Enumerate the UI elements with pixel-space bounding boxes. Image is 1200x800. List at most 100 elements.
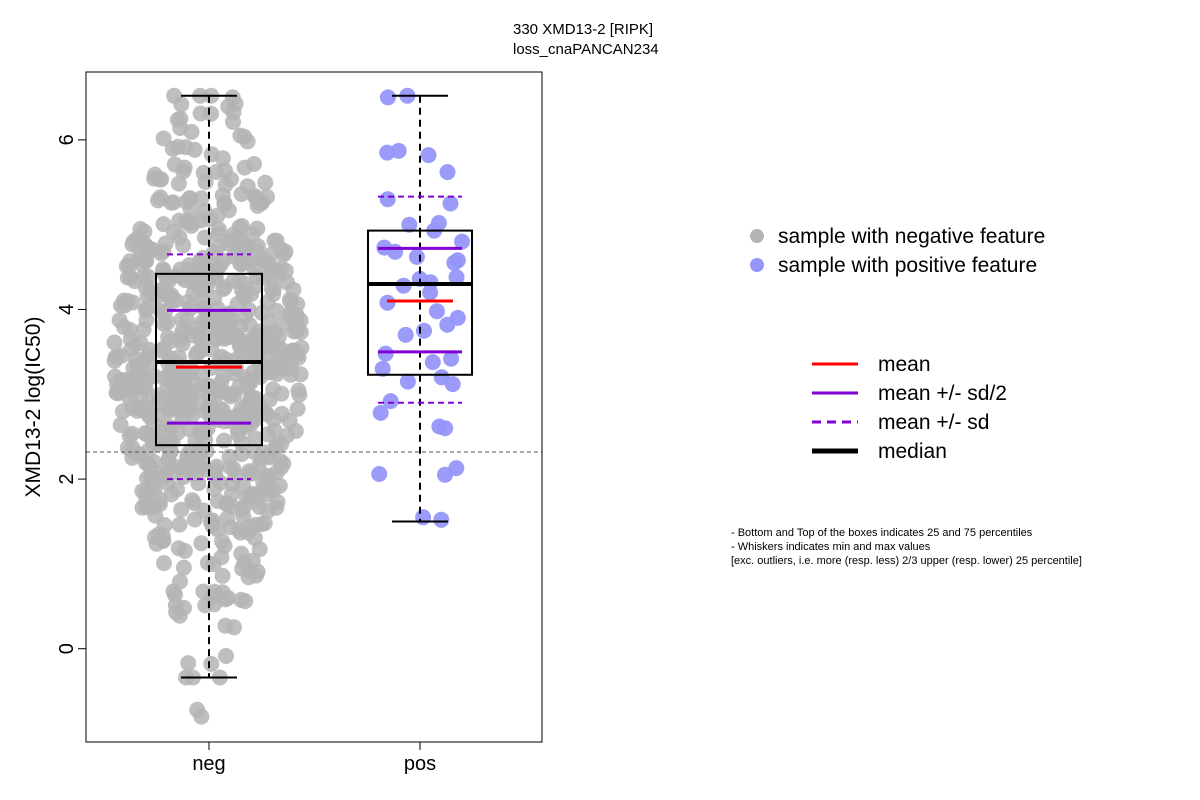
pos-point <box>437 466 453 483</box>
neg-point <box>245 443 262 460</box>
pos-point <box>374 360 391 377</box>
y-axis-label: XMD13-2 log(IC50) <box>22 317 45 498</box>
neg-point <box>137 484 154 501</box>
neg-point <box>176 272 193 288</box>
neg-point <box>182 395 199 412</box>
neg-point <box>138 312 155 328</box>
neg-point <box>202 390 219 407</box>
pos-point <box>442 195 459 212</box>
neg-point <box>192 105 209 122</box>
pos-point <box>415 509 432 526</box>
neg-point <box>155 216 172 233</box>
neg-point <box>232 524 249 541</box>
pos-point <box>401 216 418 233</box>
neg-point <box>179 212 196 229</box>
y-tick-label: 2 <box>56 474 78 485</box>
neg-point <box>230 423 246 440</box>
neg-point <box>172 459 189 475</box>
neg-point <box>187 432 204 449</box>
pos-point <box>377 345 394 362</box>
neg-point <box>224 89 241 106</box>
neg-point <box>153 342 170 359</box>
pos-point <box>379 89 396 106</box>
neg-point <box>170 138 187 155</box>
neg-point <box>122 322 139 339</box>
neg-point <box>220 589 236 606</box>
neg-point <box>233 282 250 299</box>
neg-point <box>226 619 242 636</box>
legend-line-label: mean <box>878 353 931 376</box>
neg-point <box>251 498 268 515</box>
neg-point <box>273 405 290 422</box>
x-tick-label-neg: neg <box>192 753 225 775</box>
neg-point <box>206 289 223 306</box>
neg-point <box>206 596 223 613</box>
pos-point <box>433 511 450 528</box>
neg-point <box>286 314 303 331</box>
neg-point <box>226 386 243 403</box>
pos-point <box>372 404 389 421</box>
pos-point <box>446 254 463 271</box>
neg-point <box>146 368 163 385</box>
neg-point <box>259 486 276 503</box>
x-axis: neg pos <box>192 742 436 775</box>
neg-point <box>218 648 234 664</box>
neg-point <box>214 150 231 167</box>
y-tick-label: 4 <box>56 304 78 315</box>
pos-point <box>454 233 470 250</box>
neg-point <box>239 238 256 255</box>
pos-box <box>367 229 473 376</box>
neg-point <box>153 171 170 188</box>
neg-point <box>184 492 201 509</box>
neg-point <box>139 405 156 422</box>
pos-point <box>448 269 465 286</box>
neg-point <box>165 194 182 211</box>
neg-point <box>119 293 136 309</box>
neg-point <box>175 559 192 576</box>
neg-point <box>203 655 220 672</box>
pos-point <box>424 354 441 371</box>
neg-point <box>202 514 219 531</box>
neg-point <box>155 130 172 147</box>
neg-point <box>238 346 255 363</box>
neg-point <box>268 302 285 319</box>
neg-point <box>289 400 306 417</box>
neg-point <box>156 517 173 533</box>
neg-point <box>183 123 200 140</box>
neg-point <box>285 281 302 298</box>
neg-point <box>214 567 231 584</box>
neg-point <box>216 195 233 211</box>
pos-point <box>408 248 425 265</box>
neg-point <box>156 468 173 485</box>
neg-point <box>237 253 253 270</box>
legend-point-marker <box>750 258 764 272</box>
legend: sample with negative feature sample with … <box>750 225 1045 463</box>
neg-point <box>221 329 238 345</box>
chart-title-line-1: 330 XMD13-2 [RIPK] <box>513 21 653 38</box>
neg-point <box>152 433 169 449</box>
neg-point <box>140 456 157 473</box>
neg-point <box>170 540 187 557</box>
pos-point <box>399 373 416 390</box>
neg-point <box>176 369 193 386</box>
neg-point <box>155 264 171 281</box>
legend-point-label: sample with negative feature <box>778 225 1045 248</box>
neg-point <box>107 368 123 385</box>
neg-point <box>239 178 256 195</box>
pos-point <box>382 393 399 410</box>
neg-point <box>272 453 289 470</box>
neg-point <box>192 252 208 269</box>
neg-point <box>107 349 124 366</box>
legend-line-label: mean +/- sd/2 <box>878 382 1007 405</box>
neg-point <box>278 427 295 444</box>
neg-point <box>216 537 233 554</box>
neg-point <box>172 110 189 127</box>
neg-point <box>260 255 277 272</box>
neg-point <box>170 175 187 192</box>
pos-point <box>379 294 396 311</box>
pos-point <box>371 466 388 482</box>
pos-point <box>437 420 454 437</box>
y-tick-label: 6 <box>56 134 78 145</box>
neg-point <box>190 475 207 492</box>
neg-point <box>277 243 294 260</box>
